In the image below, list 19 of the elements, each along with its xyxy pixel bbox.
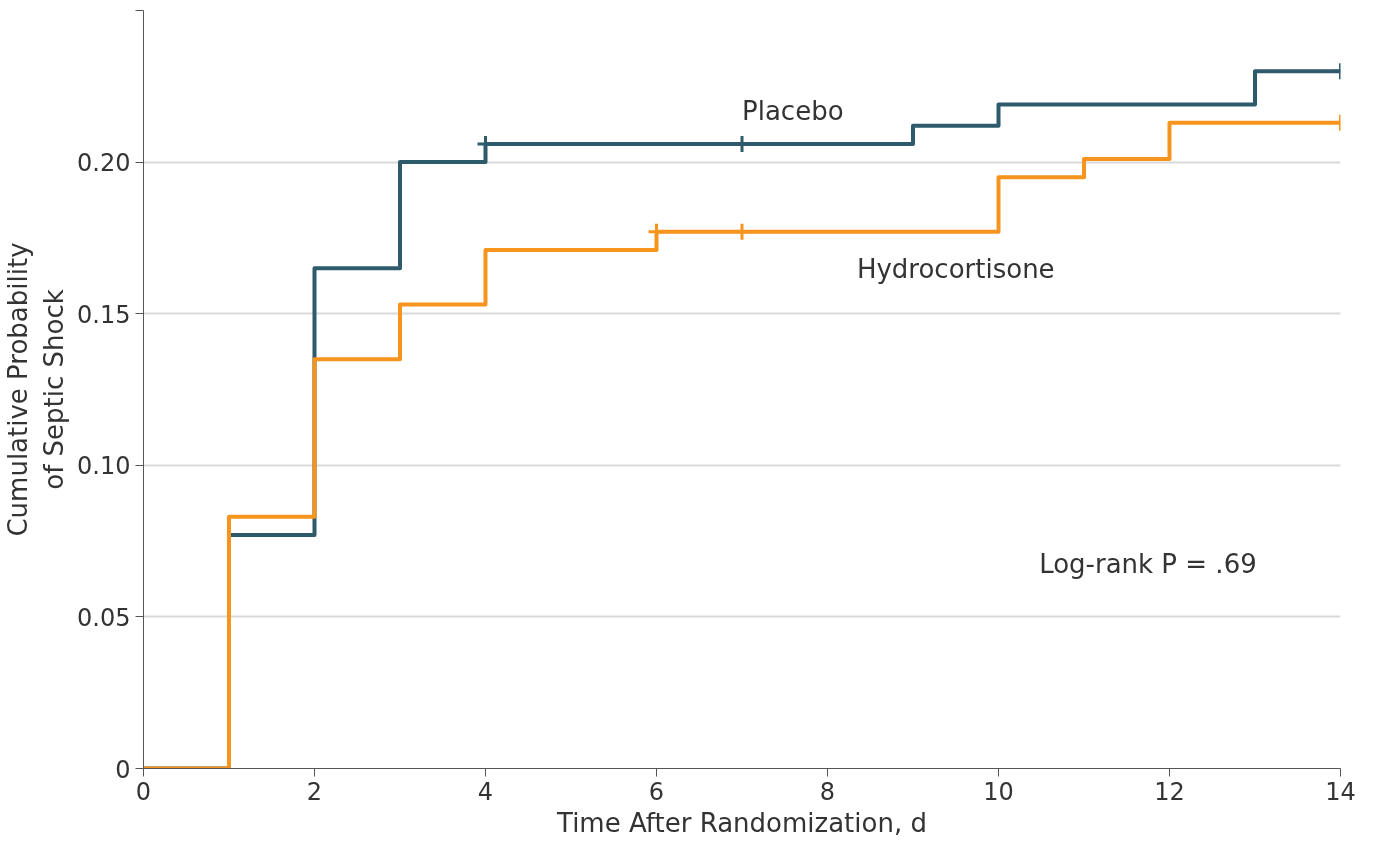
- y-tick-label: 0.15: [77, 300, 131, 329]
- x-tick-label: 14: [1325, 777, 1356, 806]
- x-tick-label: 8: [819, 777, 836, 806]
- y-tick-label: 0.10: [77, 452, 131, 481]
- series-label: Placebo: [742, 95, 844, 126]
- series-label: Hydrocortisone: [856, 253, 1055, 284]
- annotation: Log-rank P = .69: [1039, 549, 1257, 579]
- y-tick-label: 0: [115, 755, 131, 784]
- point: [732, 222, 752, 242]
- x-tick-label: 6: [648, 777, 665, 806]
- y-tick-label: 0.20: [77, 149, 131, 178]
- y-tick-label: 0.05: [77, 603, 131, 632]
- x-tick-label: 4: [477, 777, 494, 806]
- x-tick-label: 10: [983, 777, 1014, 806]
- x-tick-label: 12: [1154, 777, 1185, 806]
- x-tick-label: 2: [306, 777, 323, 806]
- y-axis-title: Cumulative Probability of Septic Shock: [3, 242, 70, 537]
- x-axis-title: Time After Randomization, d: [556, 807, 927, 838]
- x-tick-label: 0: [135, 777, 152, 806]
